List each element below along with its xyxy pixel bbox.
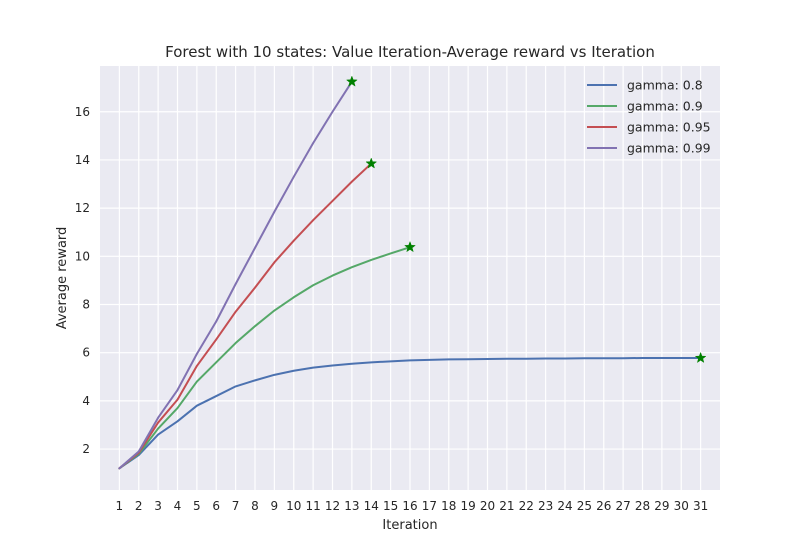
x-tick-label: 12 [325,499,340,513]
grid [100,66,720,490]
y-tick-label: 16 [75,105,90,119]
x-tick-label: 26 [596,499,611,513]
y-tick-label: 8 [82,298,90,312]
x-tick-label: 7 [232,499,240,513]
x-tick-label: 25 [577,499,592,513]
x-tick-label: 18 [441,499,456,513]
y-tick-label: 12 [75,201,90,215]
x-tick-label: 10 [286,499,301,513]
y-tick-label: 6 [82,346,90,360]
x-tick-label: 19 [460,499,475,513]
x-tick-label: 4 [174,499,182,513]
x-tick-label: 11 [305,499,320,513]
x-tick-label: 31 [693,499,708,513]
series-line-0 [118,356,702,470]
y-tick-labels: 2 4 6 8 10 12 14 16 [75,105,90,456]
y-axis-label: Average reward [55,227,70,330]
x-tick-label: 28 [635,499,650,513]
x-tick-label: 23 [538,499,553,513]
y-tick-label: 14 [75,153,90,167]
x-tick-label: 30 [674,499,689,513]
x-tick-label: 9 [271,499,279,513]
legend-label-2: gamma: 0.95 [627,120,711,135]
legend-label-1: gamma: 0.9 [627,99,703,114]
legend-label-3: gamma: 0.99 [627,141,711,156]
x-tick-label: 5 [193,499,201,513]
x-tick-label: 20 [480,499,495,513]
series-line-1 [118,246,411,470]
x-tick-label: 22 [519,499,534,513]
legend-label-0: gamma: 0.8 [627,78,703,93]
chart-title: Forest with 10 states: Value Iteration-A… [165,43,655,61]
x-tick-label: 2 [135,499,143,513]
end-marker-0 [694,351,707,364]
x-tick-label: 14 [364,499,379,513]
end-marker-2 [365,157,378,169]
series-line-2 [118,162,373,470]
end-marker-3 [345,75,358,87]
x-tick-label: 27 [615,499,630,513]
x-tick-label: 6 [212,499,220,513]
x-tick-label: 1 [116,499,124,513]
x-tick-labels: 1 2 3 4 5 6 7 8 9 10 11 12 13 14 15 16 17 18 19 20 21 22 23 24 2… [116,499,709,513]
x-tick-label: 15 [383,499,398,513]
y-tick-label: 10 [75,249,90,263]
x-tick-label: 17 [422,499,437,513]
x-tick-label: 13 [344,499,359,513]
x-tick-label: 21 [499,499,514,513]
x-tick-label: 29 [654,499,669,513]
series-lines [118,80,702,470]
series-line-3 [118,80,353,470]
x-tick-label: 24 [557,499,572,513]
y-tick-label: 4 [82,394,90,408]
end-marker-1 [404,240,416,253]
y-tick-label: 2 [82,442,90,456]
x-tick-label: 3 [154,499,162,513]
legend: gamma: 0.8 gamma: 0.9 gamma: 0.95 gamma: 0.… [587,78,711,156]
x-axis-label: Iteration [382,518,437,533]
x-tick-label: 16 [402,499,417,513]
x-tick-label: 8 [251,499,259,513]
end-markers [345,75,707,364]
